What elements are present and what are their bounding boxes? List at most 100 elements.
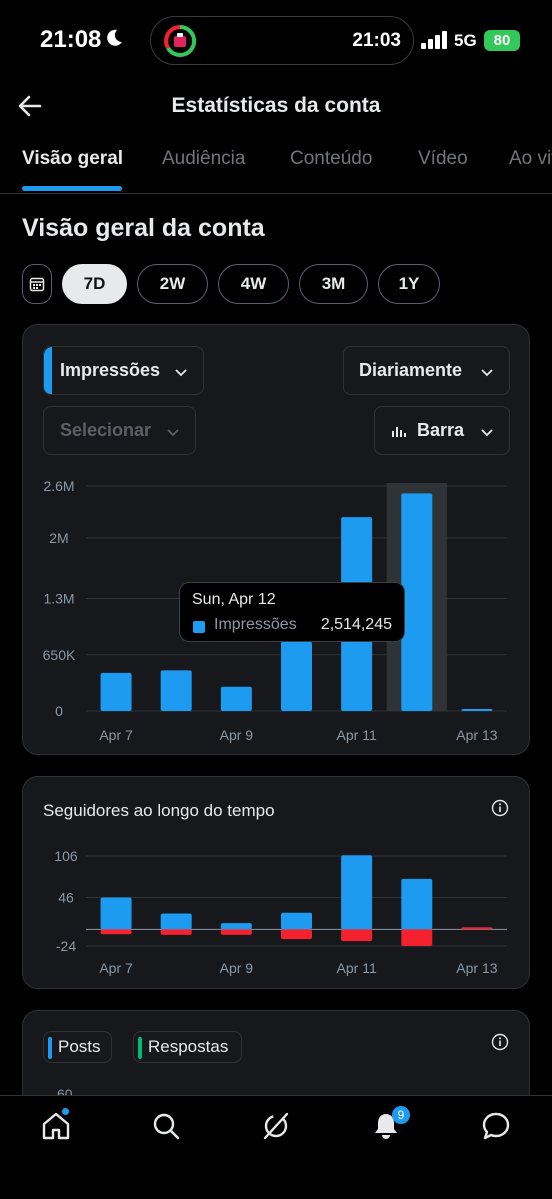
compare-dropdown[interactable]: Selecionar (43, 406, 196, 455)
dynamic-island: 21:03 (150, 16, 414, 65)
tooltip-label: Impressões (214, 616, 297, 633)
range-1y[interactable]: 1Y (378, 264, 440, 304)
tab-bar: Visão geral Audiência Conteúdo Vídeo Ao … (0, 134, 552, 194)
y-tick-label: 106 (54, 848, 78, 864)
tooltip-swatch (193, 621, 205, 633)
range-4w[interactable]: 4W (218, 264, 289, 304)
range-2w[interactable]: 2W (137, 264, 208, 304)
bar-apr-12 (401, 929, 433, 946)
bar-apr-13 (461, 709, 493, 711)
chart-tooltip: Sun, Apr 12 Impressões 2,514,245 (179, 582, 405, 642)
page-title: Estatísticas da conta (171, 94, 381, 117)
x-tick-label: Apr 11 (337, 960, 377, 976)
island-time: 21:03 (352, 30, 401, 51)
home-icon[interactable] (40, 1110, 72, 1142)
chevron-down-icon (167, 429, 179, 437)
grok-icon[interactable] (260, 1110, 292, 1142)
bar-apr-7 (100, 672, 132, 711)
bar-apr-9 (220, 686, 252, 711)
tab-overview[interactable]: Visão geral (22, 148, 124, 169)
battery-indicator: 80 (484, 30, 520, 51)
range-3m[interactable]: 3M (299, 264, 368, 304)
header: Estatísticas da conta (0, 80, 552, 132)
back-arrow-icon[interactable] (16, 92, 44, 120)
frequency-dropdown[interactable]: Diariamente (343, 346, 510, 395)
info-icon[interactable] (491, 1033, 509, 1051)
tab-audience[interactable]: Audiência (162, 148, 246, 169)
messages-icon[interactable] (480, 1110, 512, 1142)
x-tick-label: Apr 7 (99, 727, 133, 743)
section-title: Visão geral da conta (22, 214, 265, 242)
bar-apr-10 (281, 641, 312, 711)
bar-apr-11 (341, 855, 373, 930)
x-tick-label: Apr 9 (220, 960, 254, 976)
info-icon[interactable] (491, 799, 509, 817)
metric-dropdown[interactable]: Impressões (43, 346, 204, 395)
bar-apr-9 (220, 929, 252, 935)
chevron-down-icon (175, 369, 187, 377)
followers-chart: 106 46 -24 Apr 7 Apr 9 Apr 11 Apr 13 (23, 837, 529, 987)
signal-icon (421, 31, 447, 49)
bar-apr-11 (341, 929, 373, 942)
legend-posts-label: Posts (58, 1037, 101, 1056)
battery-level: 80 (493, 32, 511, 49)
legend-replies-swatch (138, 1037, 142, 1059)
notifications-badge: 9 (392, 1106, 410, 1124)
compare-label: Selecionar (60, 420, 152, 440)
bell-icon[interactable] (370, 1110, 402, 1142)
status-bar: 21:08 21:03 5G 80 (0, 0, 552, 80)
search-icon[interactable] (150, 1110, 182, 1142)
x-tick-label: Apr 9 (220, 727, 254, 743)
y-tick-label: -24 (56, 938, 76, 954)
legend-posts[interactable]: Posts (43, 1031, 112, 1063)
legend-replies[interactable]: Respostas (133, 1031, 242, 1063)
y-tick-label: 650K (43, 647, 76, 663)
bar-apr-10 (281, 929, 312, 940)
bar-apr-8 (160, 913, 192, 930)
status-time: 21:08 (40, 26, 102, 53)
bar-apr-9 (220, 923, 252, 930)
tooltip-value: 2,514,245 (320, 616, 392, 633)
bar-apr-13 (461, 927, 493, 930)
moon-icon (107, 29, 122, 46)
tab-indicator (22, 186, 122, 191)
range-7d[interactable]: 7D (62, 264, 127, 304)
calendar-button[interactable] (22, 264, 52, 304)
chart-type-dropdown[interactable]: Barra (374, 406, 510, 455)
bar-apr-8 (160, 929, 192, 935)
y-tick-label: 0 (55, 703, 63, 719)
bar-chart-icon (392, 426, 406, 437)
metric-label: Impressões (60, 360, 161, 380)
followers-title: Seguidores ao longo do tempo (43, 801, 275, 820)
frequency-label: Diariamente (359, 360, 463, 380)
followers-card: Seguidores ao longo do tempo 106 46 -24 Apr… (22, 776, 530, 989)
followers-chart-svg: 106 46 -24 Apr 7 Apr 9 Apr 11 Apr 13 (54, 848, 507, 976)
impressions-card: Impressões Diariamente Selecionar Barra … (22, 324, 530, 755)
x-tick-label: Apr 7 (99, 960, 133, 976)
calendar-icon (29, 277, 45, 292)
y-tick-label: 1.3M (43, 591, 74, 607)
bar-apr-10 (281, 912, 312, 930)
legend-posts-swatch (48, 1037, 52, 1059)
bottom-nav: 9 (0, 1095, 552, 1199)
metric-color-swatch (44, 347, 52, 394)
network-label: 5G (454, 31, 477, 50)
legend-replies-label: Respostas (148, 1037, 229, 1056)
bar-apr-12 (401, 493, 433, 711)
bar-apr-7 (100, 929, 132, 935)
tab-video[interactable]: Vídeo (418, 148, 468, 169)
x-tick-label: Apr 13 (456, 727, 497, 743)
tooltip-date: Sun, Apr 12 (192, 591, 276, 608)
tab-live[interactable]: Ao vivo (509, 148, 552, 169)
bar-apr-8 (160, 670, 192, 711)
bar-apr-12 (401, 878, 433, 930)
y-tick-label: 2.6M (43, 478, 74, 494)
x-tick-label: Apr 11 (337, 727, 377, 743)
chevron-down-icon (481, 369, 493, 377)
home-notification-dot (62, 1108, 69, 1115)
y-tick-label: 46 (58, 890, 74, 906)
tab-content[interactable]: Conteúdo (290, 148, 373, 169)
chevron-down-icon (481, 429, 493, 437)
activity-ring-icon (164, 24, 197, 57)
chart-type-label: Barra (417, 420, 465, 440)
